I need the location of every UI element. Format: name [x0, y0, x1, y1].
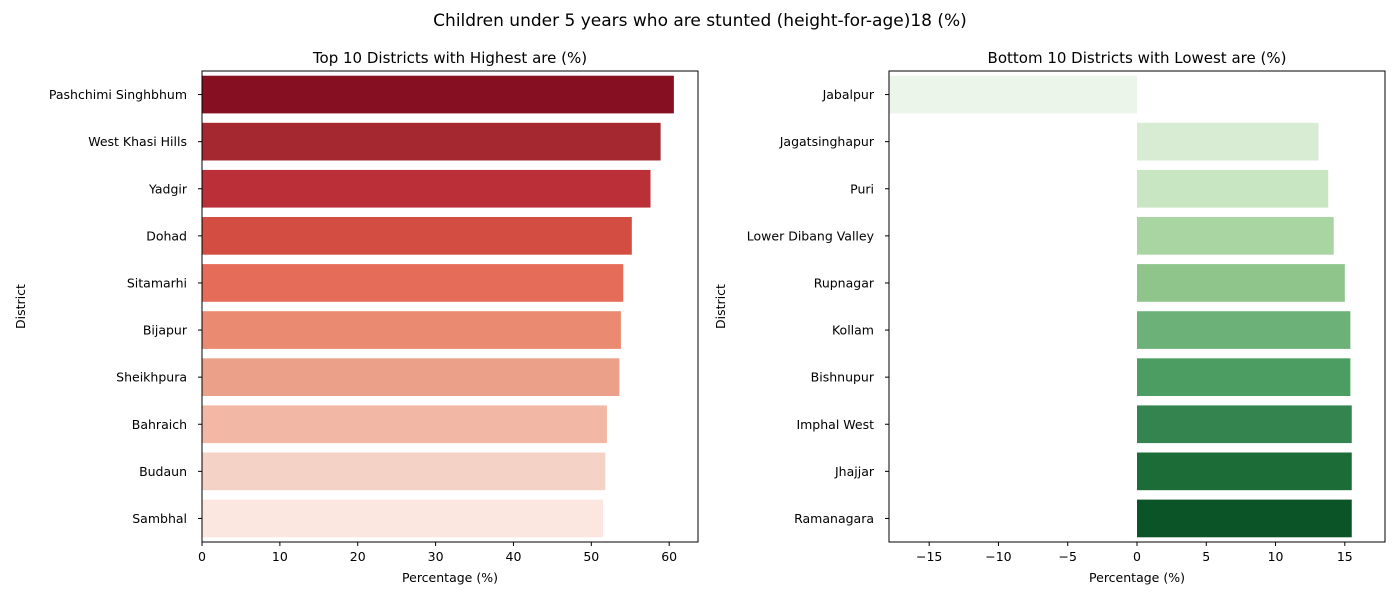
top-districts-panel: Pashchimi Singhbhum West Khasi Hills Yadgi…: [13, 49, 699, 585]
bar-imphal-west: [1137, 405, 1352, 444]
y-tick-label: Imphal West: [796, 417, 874, 432]
x-axis-label: Percentage (%): [1089, 570, 1185, 585]
x-tick-label: −10: [985, 549, 1011, 564]
y-tick-label: Budaun: [139, 464, 187, 479]
x-tick-label: 0: [1133, 549, 1141, 564]
x-tick-label: 50: [583, 549, 599, 564]
bar-sambhal: [202, 499, 603, 538]
bar-budaun: [202, 452, 606, 491]
axes-frame: [888, 70, 1386, 543]
y-tick-label: Yadgir: [148, 181, 188, 196]
x-tick-label: 40: [506, 549, 522, 564]
bar-jabalpur: [889, 75, 1137, 114]
y-tick-label: Rupnagar: [814, 275, 875, 290]
bar-jhajjar: [1137, 452, 1352, 491]
bar-rupnagar: [1137, 264, 1345, 302]
panel-title: Bottom 10 Districts with Lowest are (%): [988, 49, 1287, 67]
panel-title: Top 10 Districts with Highest are (%): [312, 49, 587, 67]
bar-yadgir: [202, 169, 651, 208]
y-tick-label: Jabalpur: [822, 87, 875, 102]
x-tick-label: 20: [350, 549, 366, 564]
y-tick-label: Sambhal: [132, 511, 187, 526]
bar-west-khasi-hills: [202, 122, 661, 161]
bar-lower-dibang-valley: [1137, 217, 1334, 255]
y-tick-label: Jhajjar: [834, 464, 875, 479]
y-axis-label: District: [13, 284, 28, 329]
x-tick-label: 15: [1337, 549, 1353, 564]
x-tick-label: 5: [1202, 549, 1210, 564]
bar-bijapur: [202, 311, 621, 349]
bar-pashchimi-singhbhum: [202, 75, 674, 114]
x-tick-label: −5: [1059, 549, 1077, 564]
x-tick-label: 0: [198, 549, 206, 564]
y-tick-label: Dohad: [146, 228, 187, 243]
bar-bishnupur: [1137, 358, 1351, 396]
bar-jagatsinghapur: [1137, 122, 1319, 161]
y-tick-label: Bahraich: [132, 417, 187, 432]
y-tick-label: Lower Dibang Valley: [747, 228, 875, 243]
bar-kollam: [1137, 311, 1351, 349]
figure-title: Children under 5 years who are stunted (…: [433, 11, 967, 31]
bar-sheikhpura: [202, 358, 620, 396]
x-tick-label: 30: [428, 549, 444, 564]
x-tick-label: 10: [272, 549, 288, 564]
y-tick-label: Sheikhpura: [116, 370, 187, 385]
y-tick-label: Pashchimi Singhbhum: [49, 87, 187, 102]
y-tick-label: Puri: [850, 181, 874, 196]
y-tick-label: Bijapur: [143, 323, 188, 338]
bar-sitamarhi: [202, 264, 624, 302]
y-axis-label: District: [713, 284, 728, 329]
y-tick-label: Jagatsinghapur: [779, 134, 875, 149]
bar-bahraich: [202, 405, 607, 444]
axes-frame: [201, 70, 699, 543]
y-tick-label: Sitamarhi: [127, 275, 187, 290]
y-tick-label: West Khasi Hills: [88, 134, 187, 149]
x-tick-label: 10: [1268, 549, 1284, 564]
x-tick-label: −15: [916, 549, 942, 564]
bar-dohad: [202, 217, 632, 255]
x-axis-label: Percentage (%): [402, 570, 498, 585]
y-tick-label: Bishnupur: [811, 370, 875, 385]
y-tick-label: Kollam: [832, 323, 874, 338]
bottom-districts-panel: Jabalpur Jagatsinghapur Puri Lower Dibang V…: [713, 49, 1386, 585]
bar-puri: [1137, 169, 1329, 208]
y-tick-label: Ramanagara: [794, 511, 874, 526]
x-tick-label: 60: [661, 549, 677, 564]
bar-ramanagara: [1137, 499, 1352, 538]
